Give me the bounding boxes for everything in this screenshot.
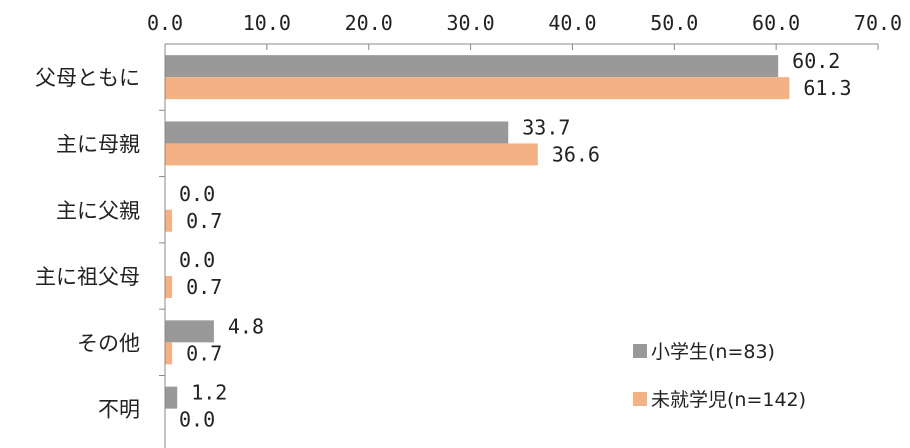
legend-swatch bbox=[633, 344, 647, 358]
data-label: 36.6 bbox=[552, 142, 600, 166]
category-label: 主に母親 bbox=[56, 132, 140, 156]
bar-preschool bbox=[165, 342, 173, 365]
data-label: 60.2 bbox=[792, 49, 840, 73]
data-label: 0.0 bbox=[179, 182, 215, 206]
bar-preschool bbox=[165, 77, 790, 100]
data-label: 0.7 bbox=[186, 209, 222, 233]
x-tick-label: 30.0 bbox=[446, 11, 494, 35]
data-label: 0.7 bbox=[186, 275, 222, 299]
x-tick-label: 50.0 bbox=[650, 11, 698, 35]
legend-label: 未就学児(n=142) bbox=[651, 389, 806, 411]
x-tick-label: 40.0 bbox=[548, 11, 596, 35]
category-label: 不明 bbox=[98, 398, 140, 422]
data-label: 0.7 bbox=[186, 341, 222, 365]
category-label: その他 bbox=[77, 331, 140, 355]
bar-elementary bbox=[165, 55, 779, 78]
category-label: 父母ともに bbox=[35, 66, 140, 90]
category-label: 主に祖父母 bbox=[35, 265, 140, 289]
data-label: 1.2 bbox=[191, 381, 227, 405]
data-label: 0.0 bbox=[179, 408, 215, 432]
legend: 小学生(n=83) 未就学児(n=142) bbox=[633, 341, 806, 411]
x-tick-label: 20.0 bbox=[345, 11, 393, 35]
x-tick-label: 10.0 bbox=[243, 11, 291, 35]
bars bbox=[165, 55, 790, 409]
data-label: 61.3 bbox=[803, 76, 851, 100]
category-label: 主に父親 bbox=[56, 199, 140, 223]
bar-preschool bbox=[165, 276, 173, 299]
x-tick-label: 60.0 bbox=[752, 11, 800, 35]
data-labels: 60.261.333.736.60.00.70.00.74.80.71.20.0 bbox=[179, 49, 852, 432]
x-tick-label: 0.0 bbox=[147, 11, 183, 35]
data-label: 0.0 bbox=[179, 248, 215, 272]
x-axis-ticks: 0.0 10.0 20.0 30.0 40.0 50.0 60.0 70.0 bbox=[147, 11, 902, 35]
data-label: 4.8 bbox=[228, 314, 264, 338]
x-tick-label: 70.0 bbox=[854, 11, 902, 35]
bar-elementary bbox=[165, 121, 509, 144]
bar-elementary bbox=[165, 320, 214, 343]
bar-preschool bbox=[165, 209, 173, 232]
bar-preschool bbox=[165, 143, 538, 166]
legend-label: 小学生(n=83) bbox=[651, 341, 775, 363]
data-label: 33.7 bbox=[522, 115, 570, 139]
legend-swatch bbox=[633, 392, 647, 406]
axes bbox=[159, 43, 879, 448]
bar-elementary bbox=[165, 386, 178, 409]
